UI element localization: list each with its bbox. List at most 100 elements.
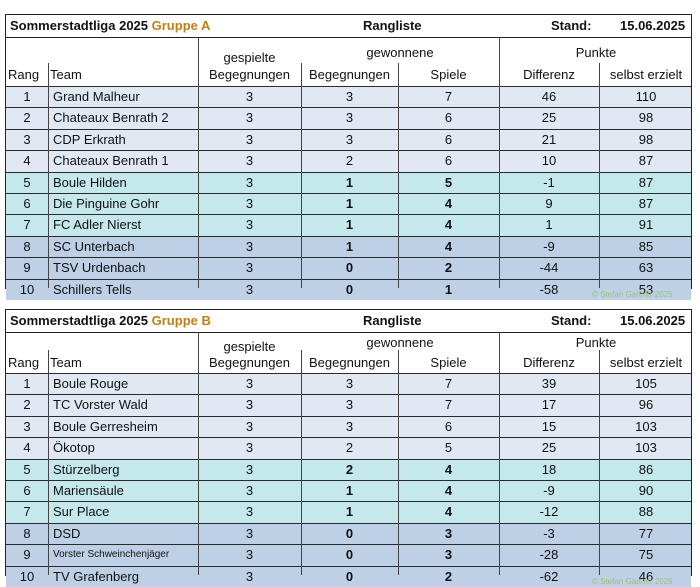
cell-selbst-erzielt: 87 [638,153,654,169]
cell-selbst-erzielt: 96 [638,397,654,413]
table-row: 4 Chateaux Benrath 1 3 2 6 10 87 [6,150,691,172]
cell-spiele: 5 [444,174,453,190]
table-gruppe-b: Sommerstadtliga 2025 Gruppe B Rangliste … [5,309,692,587]
cell-team: DSD [53,525,81,541]
cell-differenz: -1 [543,174,555,190]
divider [398,350,399,575]
table-row: 8 DSD 3 0 3 -3 77 [6,522,691,545]
col-punkte: Punkte [575,45,617,60]
col-gespielte-beg: Begegnungen [209,355,290,370]
cell-team: Vorster Schweinchenjäger [53,549,170,561]
cell-team: Chateaux Benrath 1 [53,153,169,169]
cell-gespielte: 3 [245,260,254,276]
cell-spiele: 6 [444,418,453,434]
cell-gespielte: 3 [245,525,254,541]
cell-gespielte: 3 [245,547,254,563]
cell-gespielte: 3 [245,238,254,254]
divider [499,332,500,575]
cell-gespielte: 3 [245,504,254,520]
cell-selbst-erzielt: 77 [638,525,654,541]
cell-differenz: 25 [541,110,557,126]
column-headers-b: Rang Team gespielte Begegnungen gewonnen… [6,332,691,373]
cell-spiele: 5 [444,440,453,456]
table-header-b: Sommerstadtliga 2025 Gruppe B Rangliste … [6,310,691,333]
cell-differenz: 15 [541,418,557,434]
group-name: Gruppe A [151,18,211,33]
cell-rang: 10 [19,281,35,297]
cell-gewonnene-begegnungen: 3 [345,110,354,126]
col-selbst-erzielt: selbst erzielt [609,67,683,82]
col-team: Team [50,355,82,370]
col-gew-begegnungen: Begegnungen [309,67,390,82]
cell-spiele: 7 [444,397,453,413]
table-row: 2 Chateaux Benrath 2 3 3 6 25 98 [6,107,691,129]
table-row: 4 Ökotop 3 2 5 25 103 [6,437,691,459]
cell-spiele: 1 [444,281,453,297]
league-title: Sommerstadtliga 2025 Gruppe A [10,18,210,33]
cell-gewonnene-begegnungen: 1 [345,482,354,498]
cell-gewonnene-begegnungen: 3 [345,131,354,147]
cell-selbst-erzielt: 105 [635,376,657,391]
col-gewonnene: gewonnene [366,335,434,350]
stand-label: Stand: [551,313,592,328]
cell-gewonnene-begegnungen: 0 [345,260,354,276]
col-gespielte: gespielte [223,339,276,354]
cell-team: SC Unterbach [53,238,135,254]
cell-gewonnene-begegnungen: 3 [345,418,354,434]
table-row: 6 Die Pinguine Gohr 3 1 4 9 87 [6,192,691,215]
cell-team: Boule Hilden [53,174,127,190]
copyright-b: © Stefan Gartner 2025 [592,577,673,586]
table-row: 9 TSV Urdenbach 3 0 2 -44 63 [6,257,691,279]
rows-a: 1 Grand Malheur 3 3 7 46 110 2 Chateaux Benrath … [6,86,691,300]
cell-rang: 6 [23,195,31,211]
cell-differenz: -28 [539,547,559,563]
cell-differenz: -44 [539,260,559,276]
cell-differenz: -12 [539,504,559,520]
cell-differenz: 39 [541,376,557,391]
stand-label: Stand: [551,18,592,33]
cell-differenz: 17 [541,397,557,413]
cell-spiele: 4 [444,504,453,520]
cell-gewonnene-begegnungen: 3 [345,89,354,104]
divider [599,350,600,575]
cell-spiele: 3 [444,525,453,541]
cell-gespielte: 3 [245,110,254,126]
cell-selbst-erzielt: 75 [638,547,654,563]
cell-spiele: 4 [444,461,453,477]
cell-differenz: 9 [545,195,553,211]
stand-date: 15.06.2025 [620,313,686,328]
cell-team: Die Pinguine Gohr [53,195,160,211]
cell-selbst-erzielt: 87 [638,174,654,190]
table-row: 1 Boule Rouge 3 3 7 39 105 [6,373,691,395]
cell-gewonnene-begegnungen: 2 [345,440,354,456]
col-spiele: Spiele [430,355,467,370]
table-row: 10 TV Grafenberg 3 0 2 -62 46 [6,565,691,587]
cell-selbst-erzielt: 91 [638,217,654,233]
cell-team: TC Vorster Wald [53,397,148,413]
cell-spiele: 4 [444,238,453,254]
col-gespielte: gespielte [223,50,276,65]
cell-gespielte: 3 [245,131,254,147]
cell-rang: 3 [23,418,31,434]
cell-gewonnene-begegnungen: 1 [345,504,354,520]
cell-spiele: 7 [444,376,453,391]
divider [48,350,49,575]
cell-team: Mariensäule [53,482,124,498]
cell-selbst-erzielt: 103 [635,418,657,434]
column-headers-a: Rang Team gespielte Begegnungen gewonnen… [6,37,691,86]
col-rang: Rang [8,67,40,82]
cell-rang: 2 [23,397,31,413]
cell-gespielte: 3 [245,440,254,456]
cell-differenz: 46 [541,89,557,104]
cell-spiele: 6 [444,110,453,126]
cell-gewonnene-begegnungen: 1 [345,238,354,254]
cell-gespielte: 3 [245,217,254,233]
cell-gespielte: 3 [245,418,254,434]
cell-selbst-erzielt: 88 [638,504,654,520]
table-row: 6 Mariensäule 3 1 4 -9 90 [6,479,691,502]
table-row: 10 Schillers Tells 3 0 1 -58 53 [6,278,691,300]
cell-selbst-erzielt: 98 [638,131,654,147]
cell-selbst-erzielt: 103 [635,440,657,456]
cell-differenz: 18 [541,461,557,477]
cell-gewonnene-begegnungen: 0 [345,547,354,563]
